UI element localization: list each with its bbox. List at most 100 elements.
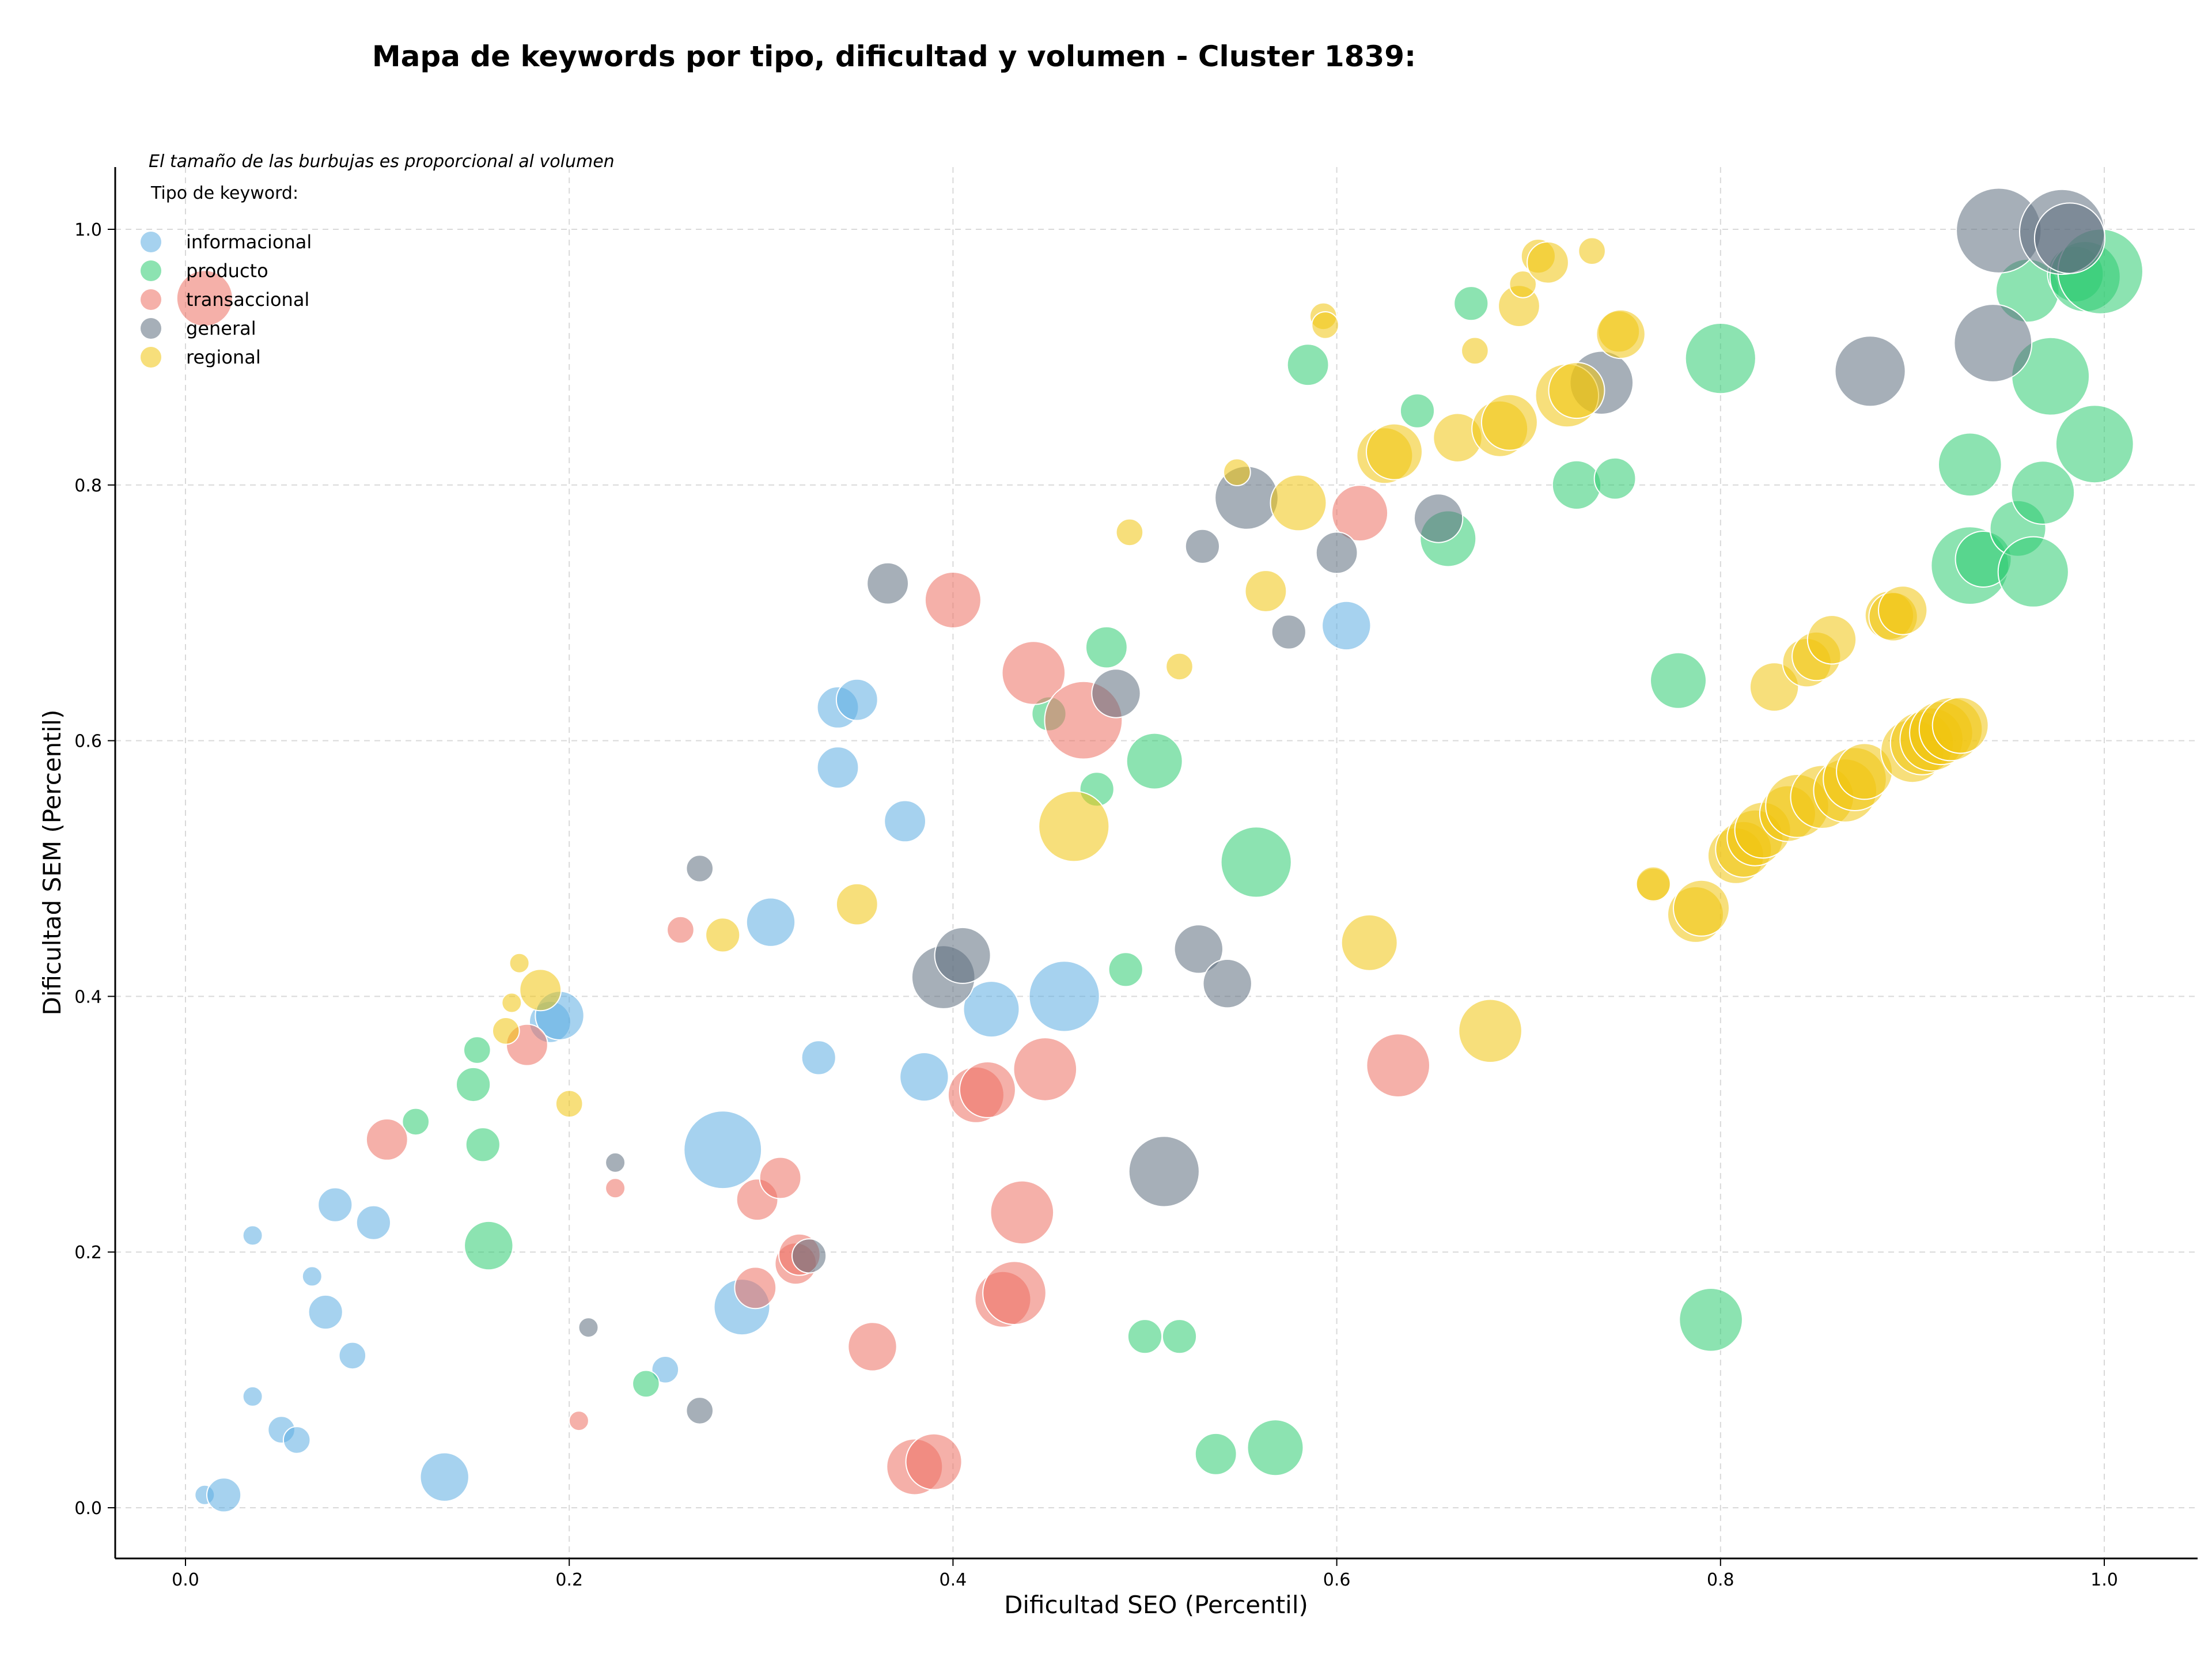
- series-regional: [492, 237, 1989, 1118]
- bubble-transaccional: [905, 1433, 963, 1490]
- bubble-regional: [1806, 615, 1857, 665]
- bubble-producto: [1286, 343, 1330, 387]
- bubble-general: [1271, 614, 1306, 650]
- x-tick-label: 0.4: [940, 1570, 967, 1590]
- bubble-transaccional: [1331, 485, 1389, 542]
- bubble-transaccional: [847, 1322, 897, 1372]
- bubble-informacional: [963, 981, 1020, 1038]
- legend-marker-informacional: [141, 232, 161, 252]
- axes: [114, 167, 2198, 1560]
- bubble-producto: [465, 1127, 501, 1163]
- bubble-transaccional: [1013, 1037, 1078, 1102]
- bubble-regional: [1340, 914, 1398, 971]
- bubble-informacional: [338, 1341, 367, 1370]
- bubble-general: [2033, 202, 2106, 274]
- bubble-transaccional: [734, 1266, 777, 1310]
- bubble-regional: [1878, 585, 1928, 635]
- series-general: [578, 187, 2106, 1425]
- bubble-regional: [1461, 336, 1489, 365]
- bubble-informacional: [301, 1266, 323, 1287]
- bubble-producto: [1126, 732, 1183, 790]
- bubble-producto: [2055, 404, 2134, 484]
- bubble-regional: [1527, 241, 1569, 284]
- x-tick-label: 0.0: [172, 1570, 199, 1590]
- bubble-transaccional: [568, 1410, 589, 1432]
- bubble-general: [685, 1397, 714, 1425]
- x-axis-label: Dificultad SEO (Percentil): [1004, 1591, 1308, 1619]
- chart-title: Mapa de keywords por tipo, dificultad y …: [372, 40, 1416, 73]
- bubble-regional: [1223, 458, 1251, 486]
- bubble-transaccional: [666, 915, 695, 944]
- bubble-transaccional: [1001, 641, 1066, 705]
- legend-items: informacional producto transaccional genera…: [141, 231, 312, 368]
- bubble-producto: [1247, 1419, 1304, 1477]
- bubble-regional: [1165, 652, 1194, 681]
- bubble-transaccional: [759, 1156, 802, 1200]
- series-transaccional: [176, 270, 1430, 1496]
- legend: El tamaño de las burbujas es proporciona…: [141, 152, 615, 368]
- bubble-regional: [1673, 879, 1730, 937]
- bubble-informacional: [206, 1477, 242, 1513]
- bubble-producto: [1127, 1319, 1163, 1354]
- bubble-producto: [1551, 460, 1602, 510]
- legend-marker-transaccional: [141, 289, 161, 310]
- y-tick-label: 0.6: [74, 732, 102, 752]
- bubble-regional: [1596, 309, 1646, 360]
- volume-note: El tamaño de las burbujas es proporciona…: [149, 152, 615, 172]
- bubble-general: [1173, 924, 1224, 974]
- bubble-general: [1834, 335, 1906, 407]
- bubble-transaccional: [1366, 1033, 1430, 1098]
- legend-label-general: general: [186, 317, 256, 339]
- bubble-informacional: [884, 800, 926, 843]
- bubble-informacional: [1321, 600, 1372, 651]
- bubbles: [176, 187, 2144, 1513]
- bubble-general: [1184, 528, 1220, 564]
- bubble-general: [1091, 668, 1141, 718]
- bubble-producto: [1997, 536, 2069, 608]
- bubble-producto: [1684, 323, 1756, 395]
- bubble-producto: [1108, 952, 1143, 987]
- bubble-informacional: [1028, 960, 1100, 1032]
- bubble-informacional: [242, 1225, 263, 1246]
- bubble-general: [866, 562, 909, 605]
- bubble-general: [578, 1317, 599, 1338]
- bubble-regional: [1931, 697, 1989, 754]
- y-axis-label: Dificultad SEM (Percentil): [38, 710, 66, 1016]
- legend-marker-producto: [141, 260, 161, 281]
- bubble-transaccional: [924, 572, 982, 629]
- bubble-general: [1315, 531, 1358, 574]
- bubble-informacional: [801, 1040, 836, 1076]
- bubble-general: [1413, 493, 1464, 543]
- bubble-informacional: [816, 746, 859, 789]
- bubble-regional: [1244, 570, 1287, 612]
- x-tick-label: 1.0: [2090, 1570, 2118, 1590]
- bubble-general: [1953, 304, 2033, 383]
- bubble-informacional: [419, 1452, 469, 1502]
- legend-marker-general: [141, 318, 161, 339]
- x-tick-label: 0.8: [1707, 1570, 1734, 1590]
- legend-marker-regional: [141, 347, 161, 368]
- bubble-informacional: [355, 1205, 392, 1240]
- bubble-regional: [1038, 790, 1110, 862]
- x-tick-label: 0.6: [1323, 1570, 1351, 1590]
- y-tick-label: 0.0: [74, 1499, 102, 1519]
- series-informacional: [194, 600, 1372, 1513]
- bubble-producto: [456, 1066, 491, 1103]
- bubble-informacional: [835, 678, 878, 721]
- bubble-producto: [1220, 826, 1292, 898]
- bubble-transaccional: [959, 1061, 1016, 1118]
- bubble-regional: [1635, 866, 1671, 902]
- y-tick-label: 0.4: [74, 987, 102, 1007]
- bubble-regional: [1366, 423, 1423, 480]
- bubble-regional: [509, 952, 530, 974]
- bubble-producto: [1161, 1319, 1198, 1354]
- bubble-producto: [1085, 626, 1128, 669]
- y-tick-label: 1.0: [74, 220, 102, 240]
- bubble-regional: [501, 992, 522, 1013]
- bubble-producto: [1399, 393, 1435, 429]
- bubble-producto: [464, 1220, 514, 1271]
- bubble-producto: [402, 1107, 430, 1136]
- bubble-transaccional: [365, 1118, 408, 1161]
- bubble-regional: [1115, 518, 1144, 547]
